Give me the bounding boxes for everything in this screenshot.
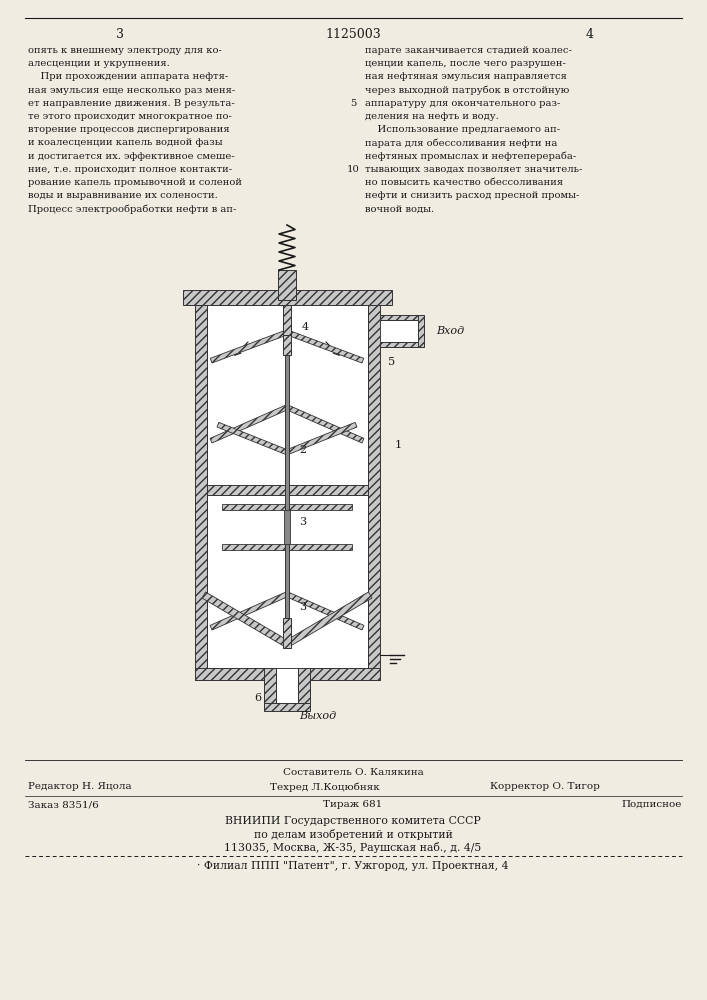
Text: 5: 5 [350, 99, 356, 108]
Text: парате заканчивается стадией коалес-: парате заканчивается стадией коалес- [365, 46, 572, 55]
Text: 5: 5 [388, 357, 395, 367]
Bar [380, 315, 423, 320]
Bar [380, 342, 423, 347]
Bar [195, 668, 380, 680]
Text: ная эмульсия еще несколько раз меня-: ная эмульсия еще несколько раз меня- [28, 86, 235, 95]
Polygon shape [210, 330, 287, 363]
Bar [283, 618, 291, 648]
Text: 3: 3 [299, 517, 306, 527]
Text: Составитель О. Калякина: Составитель О. Калякина [283, 768, 423, 777]
Text: 1125003: 1125003 [325, 28, 381, 41]
Text: Выход: Выход [299, 711, 336, 721]
Text: парата для обессоливания нефти на: парата для обессоливания нефти на [365, 138, 557, 148]
Text: 4: 4 [302, 322, 309, 332]
Bar [183, 290, 392, 305]
Polygon shape [285, 422, 357, 455]
Text: и коалесценции капель водной фазы: и коалесценции капель водной фазы [28, 138, 223, 147]
Polygon shape [217, 422, 289, 455]
Text: 2: 2 [299, 445, 306, 455]
Text: и достигается их. эффективное смеше-: и достигается их. эффективное смеше- [28, 152, 235, 161]
Text: ние, т.е. происходит полное контакти-: ние, т.е. происходит полное контакти- [28, 165, 232, 174]
Bar [276, 668, 298, 703]
Text: При прохождении аппарата нефтя-: При прохождении аппарата нефтя- [28, 72, 228, 81]
Bar [418, 315, 424, 347]
Text: деления на нефть и воду.: деления на нефть и воду. [365, 112, 498, 121]
Text: Подписное: Подписное [621, 800, 682, 809]
Text: нефтяных промыслах и нефтеперераба-: нефтяных промыслах и нефтеперераба- [365, 152, 576, 161]
Polygon shape [210, 405, 287, 443]
Polygon shape [284, 592, 372, 648]
Text: Вход: Вход [436, 326, 464, 336]
Text: 1: 1 [395, 440, 402, 450]
Text: 4: 4 [586, 28, 594, 41]
Bar [283, 305, 291, 335]
Text: Процесс электрообработки нефти в ап-: Процесс электрообработки нефти в ап- [28, 204, 236, 214]
Bar [195, 305, 207, 680]
Text: 10: 10 [346, 165, 359, 174]
Bar [207, 305, 368, 668]
Text: по делам изобретений и открытий: по делам изобретений и открытий [254, 829, 452, 840]
Bar [222, 544, 352, 550]
Text: нефти и снизить расход пресной промы-: нефти и снизить расход пресной промы- [365, 191, 579, 200]
Bar [264, 668, 276, 703]
Bar [368, 305, 380, 680]
Text: тывающих заводах позволяет значитель-: тывающих заводах позволяет значитель- [365, 165, 583, 174]
Text: ценции капель, после чего разрушен-: ценции капель, после чего разрушен- [365, 59, 566, 68]
Text: Тираж 681: Тираж 681 [323, 800, 382, 809]
Text: аппаратуру для окончательного раз-: аппаратуру для окончательного раз- [365, 99, 561, 108]
Text: вочной воды.: вочной воды. [365, 204, 434, 213]
Text: Корректор О. Тигор: Корректор О. Тигор [490, 782, 600, 791]
Text: воды и выравнивание их солености.: воды и выравнивание их солености. [28, 191, 218, 200]
Bar [222, 504, 352, 510]
Bar [380, 320, 418, 342]
Text: рование капель промывочной и соленой: рование капель промывочной и соленой [28, 178, 242, 187]
Text: алесценции и укрупнения.: алесценции и укрупнения. [28, 59, 170, 68]
Polygon shape [210, 592, 287, 630]
Text: ет направление движения. В результа-: ет направление движения. В результа- [28, 99, 235, 108]
Bar [278, 270, 296, 300]
Bar [298, 668, 310, 703]
Text: Техред Л.Коцюбняк: Техред Л.Коцюбняк [270, 782, 380, 792]
Polygon shape [287, 405, 364, 443]
Text: 113035, Москва, Ж-35, Раушская наб., д. 4/5: 113035, Москва, Ж-35, Раушская наб., д. … [224, 842, 481, 853]
Text: Редактор Н. Яцола: Редактор Н. Яцола [28, 782, 132, 791]
Text: 3: 3 [116, 28, 124, 41]
Bar [207, 485, 368, 495]
Text: через выходной патрубок в отстойную: через выходной патрубок в отстойную [365, 86, 569, 95]
Text: вторение процессов диспергирования: вторение процессов диспергирования [28, 125, 230, 134]
Text: Использование предлагаемого ап-: Использование предлагаемого ап- [365, 125, 560, 134]
Text: те этого происходит многократное по-: те этого происходит многократное по- [28, 112, 232, 121]
Text: 3: 3 [299, 602, 306, 612]
Polygon shape [202, 592, 291, 648]
Text: · Филиал ППП "Патент", г. Ужгород, ул. Проектная, 4: · Филиал ППП "Патент", г. Ужгород, ул. П… [197, 861, 509, 871]
Text: ная нефтяная эмульсия направляется: ная нефтяная эмульсия направляется [365, 72, 567, 81]
Bar [283, 335, 291, 355]
Text: 6: 6 [255, 693, 262, 703]
Text: Заказ 8351/6: Заказ 8351/6 [28, 800, 99, 809]
Text: ВНИИПИ Государственного комитета СССР: ВНИИПИ Государственного комитета СССР [225, 816, 481, 826]
Bar [264, 703, 310, 711]
Text: но повысить качество обессоливания: но повысить качество обессоливания [365, 178, 563, 187]
Polygon shape [287, 330, 363, 363]
Text: опять к внешнему электроду для ко-: опять к внешнему электроду для ко- [28, 46, 222, 55]
Bar [285, 335, 289, 648]
Polygon shape [287, 592, 364, 630]
Bar [284, 510, 290, 544]
